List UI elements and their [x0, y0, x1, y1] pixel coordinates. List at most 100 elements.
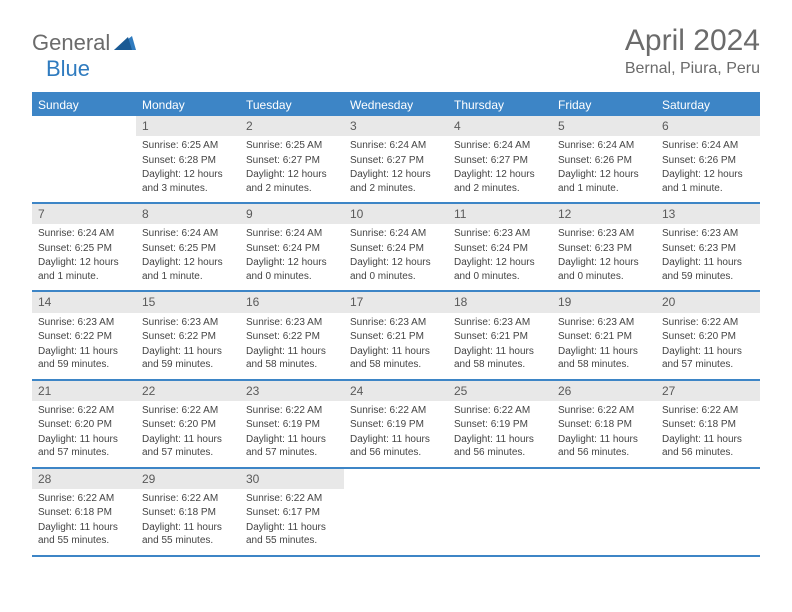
- day-cell: 20Sunrise: 6:22 AMSunset: 6:20 PMDayligh…: [656, 292, 760, 378]
- day-header-row: SundayMondayTuesdayWednesdayThursdayFrid…: [32, 94, 760, 116]
- sunset-text: Sunset: 6:20 PM: [142, 418, 234, 432]
- sunrise-text: Sunrise: 6:24 AM: [38, 227, 130, 241]
- day-cell: [448, 469, 552, 555]
- sunset-text: Sunset: 6:19 PM: [454, 418, 546, 432]
- daylight-text: Daylight: 12 hours and 0 minutes.: [454, 256, 546, 283]
- day-body: Sunrise: 6:25 AMSunset: 6:27 PMDaylight:…: [240, 136, 344, 202]
- day-cell: 4Sunrise: 6:24 AMSunset: 6:27 PMDaylight…: [448, 116, 552, 202]
- week-row: 7Sunrise: 6:24 AMSunset: 6:25 PMDaylight…: [32, 204, 760, 292]
- day-number: 14: [32, 292, 136, 312]
- day-header: Monday: [136, 94, 240, 116]
- sunset-text: Sunset: 6:19 PM: [350, 418, 442, 432]
- daylight-text: Daylight: 12 hours and 2 minutes.: [454, 168, 546, 195]
- day-body: Sunrise: 6:22 AMSunset: 6:18 PMDaylight:…: [656, 401, 760, 467]
- day-cell: 27Sunrise: 6:22 AMSunset: 6:18 PMDayligh…: [656, 381, 760, 467]
- day-number: 15: [136, 292, 240, 312]
- day-number: 22: [136, 381, 240, 401]
- day-body: Sunrise: 6:24 AMSunset: 6:24 PMDaylight:…: [240, 224, 344, 290]
- day-number: 19: [552, 292, 656, 312]
- day-number: 21: [32, 381, 136, 401]
- daylight-text: Daylight: 11 hours and 57 minutes.: [662, 345, 754, 372]
- day-cell: 24Sunrise: 6:22 AMSunset: 6:19 PMDayligh…: [344, 381, 448, 467]
- day-cell: 29Sunrise: 6:22 AMSunset: 6:18 PMDayligh…: [136, 469, 240, 555]
- day-cell: 30Sunrise: 6:22 AMSunset: 6:17 PMDayligh…: [240, 469, 344, 555]
- day-cell: 14Sunrise: 6:23 AMSunset: 6:22 PMDayligh…: [32, 292, 136, 378]
- sunrise-text: Sunrise: 6:24 AM: [454, 139, 546, 153]
- day-body: Sunrise: 6:23 AMSunset: 6:21 PMDaylight:…: [448, 313, 552, 379]
- sunrise-text: Sunrise: 6:24 AM: [246, 227, 338, 241]
- sunset-text: Sunset: 6:18 PM: [558, 418, 650, 432]
- day-cell: 19Sunrise: 6:23 AMSunset: 6:21 PMDayligh…: [552, 292, 656, 378]
- week-row: 28Sunrise: 6:22 AMSunset: 6:18 PMDayligh…: [32, 469, 760, 557]
- sunrise-text: Sunrise: 6:23 AM: [454, 227, 546, 241]
- day-body: Sunrise: 6:23 AMSunset: 6:22 PMDaylight:…: [136, 313, 240, 379]
- day-cell: 10Sunrise: 6:24 AMSunset: 6:24 PMDayligh…: [344, 204, 448, 290]
- day-body: Sunrise: 6:23 AMSunset: 6:22 PMDaylight:…: [240, 313, 344, 379]
- day-cell: 21Sunrise: 6:22 AMSunset: 6:20 PMDayligh…: [32, 381, 136, 467]
- day-number: [344, 469, 448, 473]
- sunset-text: Sunset: 6:21 PM: [558, 330, 650, 344]
- day-number: 12: [552, 204, 656, 224]
- sunset-text: Sunset: 6:25 PM: [142, 242, 234, 256]
- title-block: April 2024 Bernal, Piura, Peru: [625, 24, 760, 78]
- day-number: 29: [136, 469, 240, 489]
- sunrise-text: Sunrise: 6:22 AM: [38, 492, 130, 506]
- daylight-text: Daylight: 11 hours and 58 minutes.: [454, 345, 546, 372]
- daylight-text: Daylight: 12 hours and 1 minute.: [662, 168, 754, 195]
- daylight-text: Daylight: 12 hours and 1 minute.: [558, 168, 650, 195]
- sunrise-text: Sunrise: 6:23 AM: [454, 316, 546, 330]
- sunrise-text: Sunrise: 6:23 AM: [38, 316, 130, 330]
- sunset-text: Sunset: 6:26 PM: [558, 154, 650, 168]
- day-cell: 7Sunrise: 6:24 AMSunset: 6:25 PMDaylight…: [32, 204, 136, 290]
- sunset-text: Sunset: 6:27 PM: [350, 154, 442, 168]
- daylight-text: Daylight: 11 hours and 59 minutes.: [662, 256, 754, 283]
- sunset-text: Sunset: 6:20 PM: [38, 418, 130, 432]
- sunrise-text: Sunrise: 6:23 AM: [246, 316, 338, 330]
- day-body: Sunrise: 6:22 AMSunset: 6:19 PMDaylight:…: [240, 401, 344, 467]
- logo: General: [32, 30, 136, 56]
- sunrise-text: Sunrise: 6:22 AM: [142, 404, 234, 418]
- sunset-text: Sunset: 6:28 PM: [142, 154, 234, 168]
- daylight-text: Daylight: 11 hours and 55 minutes.: [246, 521, 338, 548]
- daylight-text: Daylight: 12 hours and 1 minute.: [142, 256, 234, 283]
- day-number: 18: [448, 292, 552, 312]
- day-number: 2: [240, 116, 344, 136]
- day-body: Sunrise: 6:22 AMSunset: 6:20 PMDaylight:…: [656, 313, 760, 379]
- sunrise-text: Sunrise: 6:22 AM: [662, 316, 754, 330]
- sunset-text: Sunset: 6:18 PM: [662, 418, 754, 432]
- daylight-text: Daylight: 12 hours and 3 minutes.: [142, 168, 234, 195]
- day-number: 4: [448, 116, 552, 136]
- day-cell: 23Sunrise: 6:22 AMSunset: 6:19 PMDayligh…: [240, 381, 344, 467]
- day-cell: 28Sunrise: 6:22 AMSunset: 6:18 PMDayligh…: [32, 469, 136, 555]
- day-cell: [344, 469, 448, 555]
- sunset-text: Sunset: 6:23 PM: [662, 242, 754, 256]
- daylight-text: Daylight: 11 hours and 59 minutes.: [142, 345, 234, 372]
- sunset-text: Sunset: 6:18 PM: [142, 506, 234, 520]
- sunrise-text: Sunrise: 6:23 AM: [142, 316, 234, 330]
- day-cell: 2Sunrise: 6:25 AMSunset: 6:27 PMDaylight…: [240, 116, 344, 202]
- sunrise-text: Sunrise: 6:23 AM: [558, 227, 650, 241]
- day-cell: 9Sunrise: 6:24 AMSunset: 6:24 PMDaylight…: [240, 204, 344, 290]
- day-cell: 13Sunrise: 6:23 AMSunset: 6:23 PMDayligh…: [656, 204, 760, 290]
- day-number: 17: [344, 292, 448, 312]
- day-cell: 16Sunrise: 6:23 AMSunset: 6:22 PMDayligh…: [240, 292, 344, 378]
- sunset-text: Sunset: 6:22 PM: [38, 330, 130, 344]
- week-row: 21Sunrise: 6:22 AMSunset: 6:20 PMDayligh…: [32, 381, 760, 469]
- day-number: 20: [656, 292, 760, 312]
- day-number: 13: [656, 204, 760, 224]
- sunset-text: Sunset: 6:27 PM: [246, 154, 338, 168]
- logo-triangle-icon: [114, 30, 136, 56]
- daylight-text: Daylight: 12 hours and 0 minutes.: [558, 256, 650, 283]
- day-body: Sunrise: 6:23 AMSunset: 6:22 PMDaylight:…: [32, 313, 136, 379]
- weeks-container: 1Sunrise: 6:25 AMSunset: 6:28 PMDaylight…: [32, 116, 760, 557]
- calendar-grid: SundayMondayTuesdayWednesdayThursdayFrid…: [32, 92, 760, 557]
- sunrise-text: Sunrise: 6:24 AM: [142, 227, 234, 241]
- day-number: 25: [448, 381, 552, 401]
- daylight-text: Daylight: 11 hours and 58 minutes.: [350, 345, 442, 372]
- day-number: 7: [32, 204, 136, 224]
- daylight-text: Daylight: 11 hours and 55 minutes.: [38, 521, 130, 548]
- sunset-text: Sunset: 6:25 PM: [38, 242, 130, 256]
- sunrise-text: Sunrise: 6:23 AM: [558, 316, 650, 330]
- daylight-text: Daylight: 11 hours and 55 minutes.: [142, 521, 234, 548]
- day-cell: 22Sunrise: 6:22 AMSunset: 6:20 PMDayligh…: [136, 381, 240, 467]
